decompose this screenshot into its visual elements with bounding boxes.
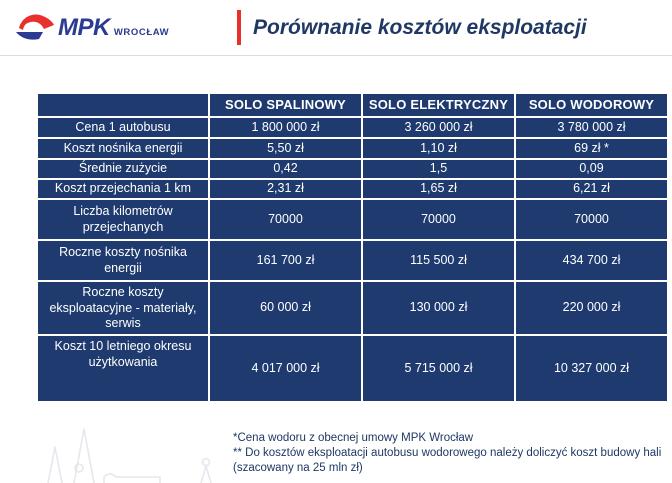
title-block: Porównanie kosztów eksploatacji <box>237 10 587 45</box>
row-label: Cena 1 autobusu <box>36 116 210 139</box>
cell-value: 3 780 000 zł <box>514 116 669 139</box>
cell-value: 60 000 zł <box>208 280 363 336</box>
cell-value: 0,42 <box>208 158 363 180</box>
cell-value: 70000 <box>208 198 363 241</box>
footnote-hall-cost-continued: (szacowany na 25 mln zł) <box>233 462 363 474</box>
table-row: Liczba kilometrów przejechanych 70000 70… <box>36 198 669 241</box>
wroclaw-skyline-watermark-icon <box>47 428 212 483</box>
header-divider <box>0 55 672 56</box>
cell-value: 69 zł * <box>514 137 669 160</box>
cell-value: 130 000 zł <box>361 280 516 336</box>
row-label: Średnie zużycie <box>36 158 210 180</box>
row-label: Roczne koszty eksploatacyjne - materiały… <box>36 280 210 336</box>
cell-value: 161 700 zł <box>208 239 363 282</box>
mpk-logo: MPK WROCŁAW <box>12 10 169 46</box>
cell-value: 0,09 <box>514 158 669 180</box>
row-label: Roczne koszty nośnika energii <box>36 239 210 282</box>
cell-value: 10 327 000 zł <box>514 334 669 403</box>
table-row: Koszt przejechania 1 km 2,31 zł 1,65 zł … <box>36 178 669 200</box>
cell-value: 115 500 zł <box>361 239 516 282</box>
footnotes: *Cena wodoru z obecnej umowy MPK Wrocław… <box>233 431 669 476</box>
column-header-wodorowy: SOLO WODOROWY <box>514 92 669 118</box>
row-label: Koszt nośnika energii <box>36 137 210 160</box>
cell-value: 1,10 zł <box>361 137 516 160</box>
cell-value: 70000 <box>361 198 516 241</box>
cell-value: 434 700 zł <box>514 239 669 282</box>
cell-value: 1 800 000 zł <box>208 116 363 139</box>
cost-comparison-table: SOLO SPALINOWY SOLO ELEKTRYCZNY SOLO WOD… <box>36 92 669 403</box>
logo-brand-text: MPK <box>58 14 110 41</box>
cell-value: 3 260 000 zł <box>361 116 516 139</box>
cell-value: 5 715 000 zł <box>361 334 516 403</box>
cell-value: 6,21 zł <box>514 178 669 200</box>
table-row: Cena 1 autobusu 1 800 000 zł 3 260 000 z… <box>36 116 669 139</box>
cell-value: 2,31 zł <box>208 178 363 200</box>
cell-value: 70000 <box>514 198 669 241</box>
cell-value: 4 017 000 zł <box>208 334 363 403</box>
footnote-hall-cost: ** Do kosztów eksploatacji autobusu wodo… <box>233 447 662 459</box>
page-title: Porównanie kosztów eksploatacji <box>253 15 587 39</box>
table-row: Roczne koszty nośnika energii 161 700 zł… <box>36 239 669 282</box>
row-label: Koszt przejechania 1 km <box>36 178 210 200</box>
cell-value: 5,50 zł <box>208 137 363 160</box>
cell-value: 220 000 zł <box>514 280 669 336</box>
cell-value: 1,65 zł <box>361 178 516 200</box>
mpk-logo-icon <box>16 14 54 40</box>
row-label: Koszt 10 letniego okresu użytkowania <box>36 334 210 403</box>
table-row: Roczne koszty eksploatacyjne - materiały… <box>36 280 669 336</box>
footnote-hydrogen-price: *Cena wodoru z obecnej umowy MPK Wrocław <box>233 432 474 444</box>
table-row: Średnie zużycie 0,42 1,5 0,09 <box>36 158 669 180</box>
table-header-row: SOLO SPALINOWY SOLO ELEKTRYCZNY SOLO WOD… <box>36 92 669 118</box>
logo-city-text: WROCŁAW <box>113 27 170 38</box>
cell-value: 1,5 <box>361 158 516 180</box>
title-accent-bar <box>237 10 241 45</box>
table-row: Koszt nośnika energii 5,50 zł 1,10 zł 69… <box>36 137 669 160</box>
row-label: Liczba kilometrów przejechanych <box>36 198 210 241</box>
column-header-spalinowy: SOLO SPALINOWY <box>208 92 363 118</box>
table-row: Koszt 10 letniego okresu użytkowania 4 0… <box>36 334 669 403</box>
column-header-elektryczny: SOLO ELEKTRYCZNY <box>361 92 516 118</box>
corner-cell <box>36 92 210 118</box>
